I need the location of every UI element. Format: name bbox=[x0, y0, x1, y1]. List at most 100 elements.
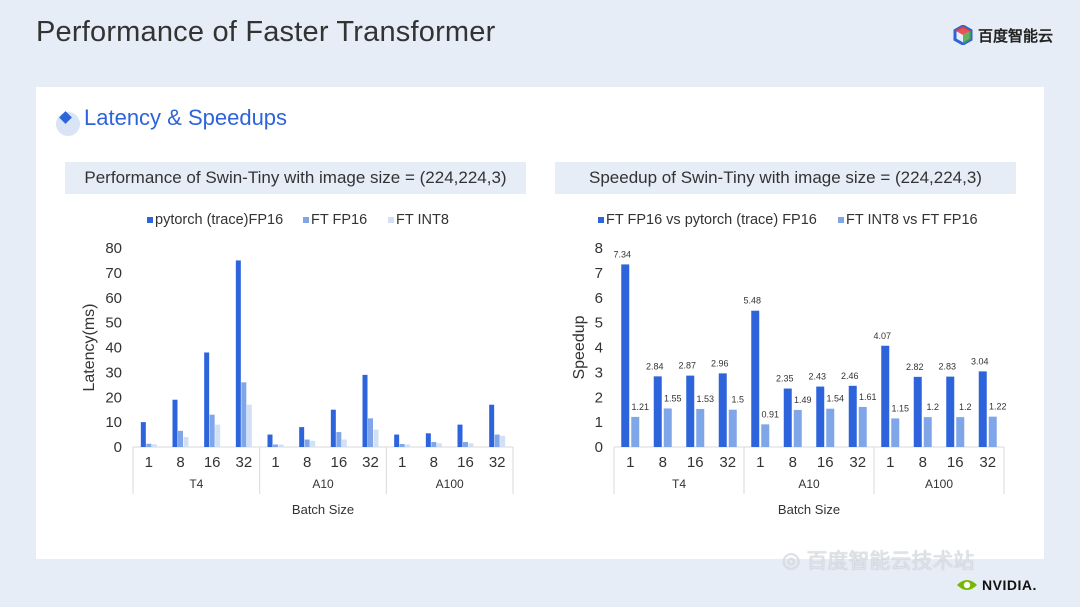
chart1-xtick-label: 16 bbox=[687, 454, 704, 471]
chart0-bar bbox=[235, 260, 241, 447]
chart1-data-label: 1.54 bbox=[826, 394, 844, 404]
chart1-group-label: A10 bbox=[798, 477, 820, 491]
chart1-xtick-label: 1 bbox=[756, 454, 764, 471]
section-title: Latency & Speedups bbox=[84, 105, 288, 130]
wechat-icon: ◎ bbox=[782, 548, 801, 572]
chart0-bar bbox=[172, 399, 178, 447]
chart1-xtick-label: 8 bbox=[789, 454, 797, 471]
chart0-xtick-label: 32 bbox=[235, 454, 252, 471]
chart0-ytick-label: 50 bbox=[105, 315, 122, 332]
chart0-bar bbox=[341, 439, 347, 447]
chart0-bar bbox=[399, 444, 405, 447]
chart0-bar bbox=[267, 434, 273, 447]
chart1-data-label: 1.21 bbox=[631, 402, 649, 412]
chart1-data-label: 1.2 bbox=[926, 402, 939, 412]
chart0-bar bbox=[362, 374, 368, 447]
chart1-bar bbox=[718, 373, 727, 447]
chart1-data-label: 2.87 bbox=[678, 361, 696, 371]
chart1-ytick-label: 3 bbox=[595, 364, 603, 381]
chart0-bar bbox=[209, 414, 215, 447]
chart1-group-label: A100 bbox=[925, 477, 953, 491]
chart1-group-label: T4 bbox=[672, 477, 686, 491]
chart0-bar bbox=[500, 435, 506, 447]
chart1-legend-label: FT FP16 vs pytorch (trace) FP16 bbox=[606, 212, 817, 228]
wechat-watermark: ◎ 百度智能云技术站 bbox=[782, 545, 974, 575]
chart0-xtick-label: 8 bbox=[176, 454, 184, 471]
chart1-bar bbox=[946, 376, 955, 447]
chart1-bar bbox=[913, 376, 922, 447]
chart1-xtick-label: 16 bbox=[947, 454, 964, 471]
chart0-ytick-label: 0 bbox=[114, 439, 122, 456]
chart0-bar bbox=[241, 382, 247, 447]
section-header: Latency & Speedups bbox=[56, 105, 288, 136]
chart1-data-label: 1.49 bbox=[794, 395, 812, 405]
chart1-data-label: 5.48 bbox=[743, 296, 761, 306]
chart1-bar bbox=[826, 408, 835, 447]
chart0-bar bbox=[178, 430, 183, 447]
chart0-bar bbox=[215, 424, 221, 447]
content-panel: Latency & Speedups Performance of Swin-T… bbox=[36, 87, 1044, 559]
chart1-data-label: 2.35 bbox=[776, 374, 794, 384]
chart1-data-label: 0.91 bbox=[761, 409, 779, 419]
baidu-cloud-logo: 百度智能云 bbox=[953, 24, 1053, 46]
logo-text: 百度智能云 bbox=[978, 26, 1054, 45]
chart1-data-label: 1.5 bbox=[731, 395, 744, 405]
chart1-ytick-label: 1 bbox=[595, 414, 603, 431]
chart1-ytick-label: 2 bbox=[595, 389, 603, 406]
chart1-data-label: 1.2 bbox=[959, 402, 972, 412]
chart1-data-label: 4.07 bbox=[873, 331, 891, 341]
chart0-bar bbox=[278, 444, 284, 447]
chart1-data-label: 1.53 bbox=[696, 394, 714, 404]
chart0-xtick-label: 32 bbox=[362, 454, 379, 471]
chart0-ytick-label: 20 bbox=[105, 389, 122, 406]
chart1-ytick-label: 7 bbox=[595, 265, 603, 282]
chart0-xtick-label: 16 bbox=[457, 454, 474, 471]
chart1-bar bbox=[881, 345, 890, 447]
chart1-data-label: 2.43 bbox=[808, 372, 826, 382]
chart0-legend-label: FT INT8 bbox=[396, 212, 449, 228]
chart0-group-label: A100 bbox=[436, 477, 464, 491]
chart0-bar bbox=[140, 422, 146, 447]
chart0-legend-swatch bbox=[303, 217, 309, 223]
chart1-data-label: 1.61 bbox=[859, 392, 877, 402]
chart0-group-label: A10 bbox=[312, 477, 334, 491]
chart0-bar bbox=[405, 444, 411, 447]
chart1-data-label: 2.84 bbox=[646, 361, 664, 371]
chart1-xtick-label: 8 bbox=[659, 454, 667, 471]
chart0-bar bbox=[373, 429, 379, 447]
chart1-bar bbox=[848, 385, 857, 447]
chart0-bar bbox=[151, 444, 157, 447]
chart0-ytick-label: 60 bbox=[105, 290, 122, 307]
chart0-bar bbox=[457, 424, 463, 447]
chart0-group-label: T4 bbox=[189, 477, 203, 491]
chart1-data-label: 2.46 bbox=[841, 371, 859, 381]
chart1-xtick-label: 16 bbox=[817, 454, 834, 471]
chart1-xtick-label: 1 bbox=[886, 454, 894, 471]
chart0-xtick-label: 1 bbox=[145, 454, 153, 471]
chart0-bar bbox=[246, 404, 252, 447]
chart0-bar bbox=[146, 443, 152, 447]
chart1-bar bbox=[783, 388, 792, 447]
chart1-bar bbox=[728, 409, 737, 447]
chart0-bar bbox=[336, 432, 342, 447]
chart1-bar bbox=[631, 416, 640, 447]
chart0-legend-swatch bbox=[147, 217, 153, 223]
slide-title: Performance of Faster Transformer bbox=[36, 16, 496, 48]
chart0-xtick-label: 1 bbox=[398, 454, 406, 471]
latency-chart-title: Performance of Swin-Tiny with image size… bbox=[65, 162, 526, 194]
diamond-bullet-icon bbox=[56, 106, 82, 136]
chart1-data-label: 2.82 bbox=[906, 362, 924, 372]
chart1-bar bbox=[956, 417, 965, 447]
chart1-y-axis-title: Speedup bbox=[571, 315, 588, 379]
chart1-bar bbox=[891, 418, 900, 447]
chart1-bar bbox=[988, 416, 997, 447]
chart1-ytick-label: 0 bbox=[595, 439, 603, 456]
chart1-data-label: 1.55 bbox=[664, 393, 682, 403]
chart0-legend-label: pytorch (trace)FP16 bbox=[155, 212, 283, 228]
chart0-bar bbox=[204, 352, 210, 447]
chart0-bar bbox=[494, 434, 500, 447]
chart0-bar bbox=[310, 440, 316, 447]
chart1-data-label: 1.15 bbox=[891, 403, 909, 413]
chart1-bar bbox=[653, 376, 662, 447]
